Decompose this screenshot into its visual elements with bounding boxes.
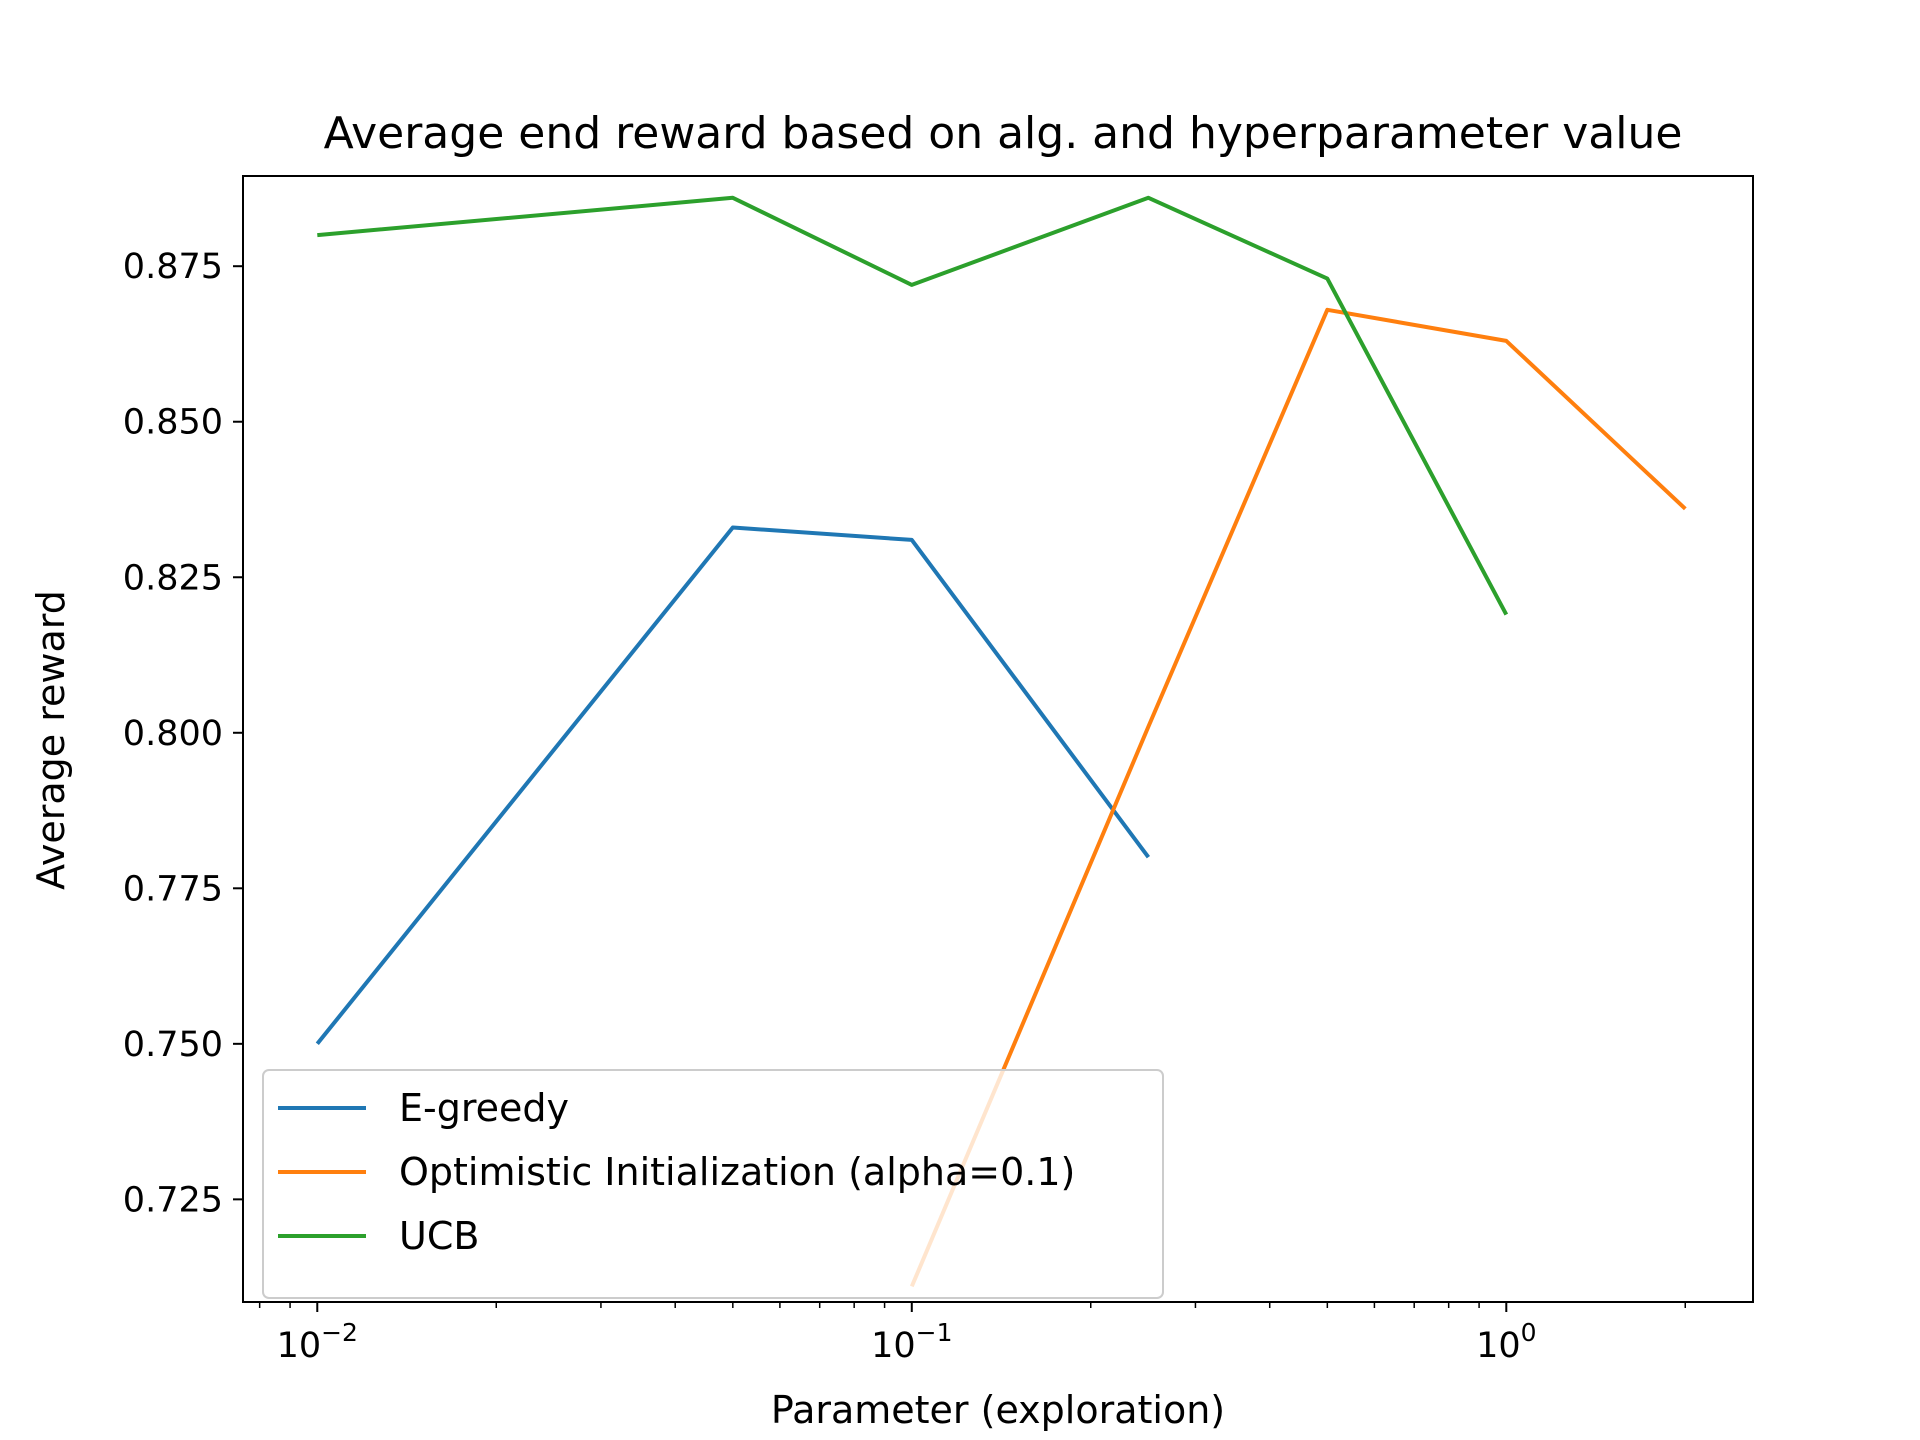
x-tick-label: 10−1 [871,1318,952,1366]
x-axis: 10−2 10−1 100 [258,1302,1687,1366]
y-tick-label: 0.850 [123,403,223,443]
x-tick-label: 10−2 [277,1318,358,1366]
series-line-e-greedy [315,525,1151,1046]
y-tick-label: 0.875 [123,247,223,287]
x-axis-label: Parameter (exploration) [771,1388,1225,1432]
plot-area-frame [242,175,1754,1303]
y-tick-label: 0.825 [123,558,223,598]
x-tick-label: 100 [1476,1318,1536,1366]
y-tick-label: 0.750 [123,1025,223,1065]
legend-label-e-greedy: E-greedy [399,1086,569,1130]
legend: E-greedy Optimistic Initialization (alpha… [262,1069,1164,1299]
y-tick-label: 0.800 [123,714,223,754]
y-tick-label: 0.775 [123,869,223,909]
series-line-ucb [317,195,1509,616]
y-axis: 0.725 0.750 0.775 0.800 0.825 0.850 0.875 [123,247,243,1220]
series-layer [315,195,1687,1288]
legend-box [262,1069,1164,1299]
legend-label-ucb: UCB [399,1214,479,1258]
series-line-optimistic-initialization-alpha-0-1 [909,307,1687,1288]
y-axis-label: Average reward [29,590,73,890]
legend-label-optimistic-initialization-alpha-0-1: Optimistic Initialization (alpha=0.1) [399,1150,1075,1194]
y-tick-label: 0.725 [123,1180,223,1220]
chart-title: Average end reward based on alg. and hyp… [324,108,1683,159]
